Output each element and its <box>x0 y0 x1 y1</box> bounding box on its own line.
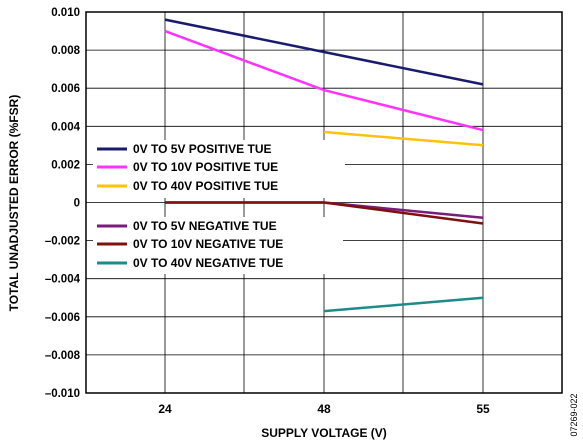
figure-id: 07269-022 <box>569 393 579 436</box>
x-tick-labels: 24 48 55 <box>158 402 490 416</box>
y-tick-label: 0.002 <box>51 159 80 171</box>
y-tick-label: 0.008 <box>51 45 80 57</box>
legend: 0V TO 5V POSITIVE TUE 0V TO 10V POSITIVE … <box>93 140 345 274</box>
y-tick-label: –0.006 <box>45 312 80 324</box>
series-line <box>323 130 484 147</box>
series-line <box>164 29 484 132</box>
y-tick-label: 0 <box>74 198 80 210</box>
legend-label: 0V TO 10V NEGATIVE TUE <box>133 237 283 251</box>
series-line <box>164 18 484 86</box>
x-tick-label: 24 <box>158 402 172 416</box>
series-lines <box>164 18 484 313</box>
y-axis-label: TOTAL UNADJUSTED ERROR (%FSR) <box>7 95 21 312</box>
legend-label: 0V TO 40V POSITIVE TUE <box>133 179 278 193</box>
series-line <box>323 296 484 313</box>
legend-label: 0V TO 40V NEGATIVE TUE <box>133 256 283 270</box>
y-tick-label: –0.010 <box>45 388 80 400</box>
x-tick-label: 55 <box>476 402 490 416</box>
legend-background <box>93 140 345 198</box>
legend-label: 0V TO 5V NEGATIVE TUE <box>133 219 277 233</box>
y-tick-label: 0.010 <box>51 7 80 19</box>
legend-label: 0V TO 10V POSITIVE TUE <box>133 160 278 174</box>
y-tick-label: –0.004 <box>45 274 81 286</box>
y-tick-label: –0.002 <box>45 236 80 248</box>
plot-frame <box>85 11 563 394</box>
y-tick-labels: 0.010 0.008 0.006 0.004 0.002 0 –0.002 –0.004 –0… <box>45 7 81 400</box>
legend-label: 0V TO 5V POSITIVE TUE <box>133 142 272 156</box>
y-tick-label: –0.008 <box>45 350 81 362</box>
y-tick-label: 0.006 <box>51 83 80 95</box>
legend-background <box>93 217 343 274</box>
x-axis-label: SUPPLY VOLTAGE (V) <box>261 426 387 440</box>
x-tick-label: 48 <box>317 402 331 416</box>
y-tick-label: 0.004 <box>51 121 80 133</box>
series-line <box>165 201 484 225</box>
